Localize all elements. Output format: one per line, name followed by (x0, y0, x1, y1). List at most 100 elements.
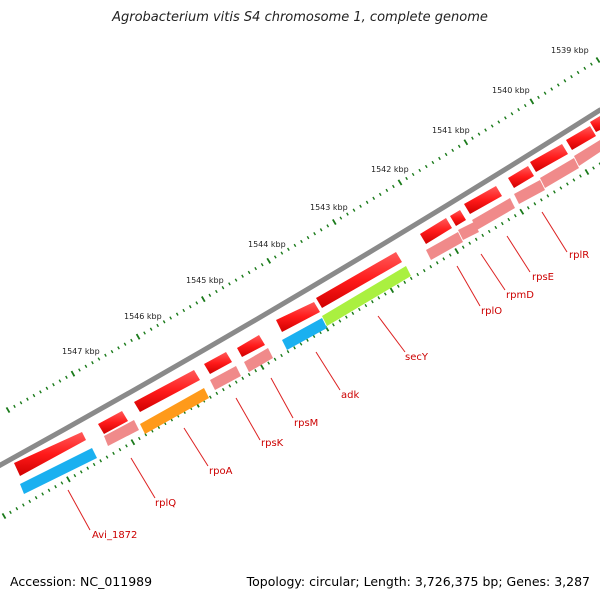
scale-tick (254, 369, 258, 373)
gene-bar-rpse2[interactable] (514, 180, 545, 204)
scale-tick (135, 333, 141, 340)
cds-arrow[interactable] (134, 370, 200, 412)
gene-bar-rplr2[interactable] (574, 140, 600, 166)
gene-label-rplo[interactable]: rplO (481, 306, 502, 317)
cds-arrow[interactable] (204, 352, 232, 374)
tick-label-1546: 1546 kbp (124, 312, 162, 321)
scale-tick (21, 503, 25, 507)
gene-bar-rplq[interactable] (104, 420, 139, 446)
scale-tick (156, 323, 160, 328)
chromosome-backbone (0, 107, 600, 469)
cds-arrow[interactable] (464, 186, 502, 214)
scale-tick (208, 293, 212, 297)
cds-arrow[interactable] (590, 116, 600, 132)
tick-label-1539: 1539 kbp (551, 46, 589, 55)
scale-tick (32, 393, 36, 398)
scale-tick (338, 319, 342, 323)
scale-tick (52, 382, 55, 387)
gene-label-rplr[interactable]: rplR (569, 250, 589, 261)
cds-arrow[interactable] (566, 126, 596, 150)
scale-tick (409, 276, 413, 281)
gene-bar-rplo[interactable] (426, 232, 463, 260)
scale-tick (182, 308, 186, 313)
scale-tick (300, 239, 303, 244)
scale-tick (169, 316, 173, 320)
scale-tick (570, 75, 573, 79)
gene-bar-avi-1872[interactable] (20, 448, 97, 494)
scale-tick (448, 253, 452, 257)
gene-bar-adk[interactable] (282, 318, 327, 350)
scale-tick (579, 174, 582, 178)
gene-labels: rplR rpsE rpmD rplO secY adk rpsM rpsK r… (92, 250, 589, 541)
scale-tick (346, 212, 349, 216)
gene-label-rplq[interactable]: rplQ (155, 498, 176, 509)
gene-label-adk[interactable]: adk (341, 390, 359, 401)
scale-tick (451, 148, 455, 152)
cds-arrow[interactable] (508, 166, 534, 188)
gene-bar-rpmd[interactable] (458, 222, 479, 240)
scale-tick (201, 296, 206, 303)
scale-tick (137, 436, 141, 441)
scale-tick (377, 296, 381, 300)
gene-bar-rpsm[interactable] (244, 348, 273, 372)
gene-label-avi-1872[interactable]: Avi_1872 (92, 530, 137, 541)
gene-label-rpsk[interactable]: rpsK (261, 438, 284, 449)
gene-label-rpse[interactable]: rpsE (532, 272, 554, 283)
scale-tick (326, 224, 330, 228)
scale-tick (339, 216, 343, 220)
scale-tick (209, 395, 212, 399)
scale-tick (143, 331, 146, 335)
scale-tick (319, 228, 323, 232)
cds-arrow[interactable] (530, 144, 568, 172)
gene-label-rpoa[interactable]: rpoA (209, 466, 233, 477)
map-title: Agrobacterium vitis S4 chromosome 1, com… (112, 10, 488, 25)
gene-bar-secy[interactable] (322, 266, 411, 326)
cds-arrow[interactable] (316, 252, 402, 308)
scale-tick (416, 272, 420, 277)
scale-tick (215, 289, 218, 294)
scale-tick (19, 401, 23, 405)
scale-tick (481, 233, 485, 238)
scale-tick (563, 79, 567, 83)
scale-tick (79, 470, 83, 474)
cds-arrow[interactable] (14, 432, 86, 476)
scale-tick (590, 62, 593, 66)
gene-label-rpmd[interactable]: rpmD (506, 290, 534, 301)
tick-label-1541: 1541 kbp (432, 126, 470, 135)
gene-bar-rpsk[interactable] (210, 366, 241, 390)
cds-arrow[interactable] (450, 210, 466, 226)
scale-tick (73, 473, 77, 478)
gene-label-rpsm[interactable]: rpsM (294, 418, 318, 429)
gene-label-secy[interactable]: secY (405, 352, 429, 363)
scale-tick (504, 116, 507, 120)
scale-tick (392, 184, 395, 189)
cds-arrow[interactable] (276, 302, 320, 332)
gene-bar-rpoa[interactable] (140, 388, 209, 434)
scale-tick (287, 247, 290, 251)
scale-tick (500, 221, 504, 226)
scale-tick (306, 338, 309, 342)
scale-tick (241, 376, 245, 380)
scale-tick (234, 278, 238, 282)
scale-tick (438, 156, 441, 161)
gene-bar-rpse[interactable] (472, 198, 515, 230)
scale-tick (344, 315, 348, 319)
scale-tick (435, 261, 439, 265)
scale-tick (442, 257, 446, 261)
scale-tick (267, 361, 271, 365)
scale-tick (280, 353, 283, 358)
scale-tick (543, 91, 547, 95)
scale-tick (584, 168, 590, 176)
scale-tick (396, 284, 400, 288)
scale-tick (513, 214, 517, 218)
scale-tick (306, 235, 310, 240)
cds-arrow[interactable] (237, 335, 265, 357)
cds-arrow[interactable] (420, 218, 452, 244)
scale-tick (397, 179, 403, 186)
scale-tick (487, 229, 491, 234)
gene-bar-rplr[interactable] (540, 158, 579, 188)
scale-tick (583, 66, 587, 70)
scale-tick (9, 510, 12, 515)
tick-label-1542: 1542 kbp (371, 165, 409, 174)
cds-arrow[interactable] (98, 411, 128, 434)
